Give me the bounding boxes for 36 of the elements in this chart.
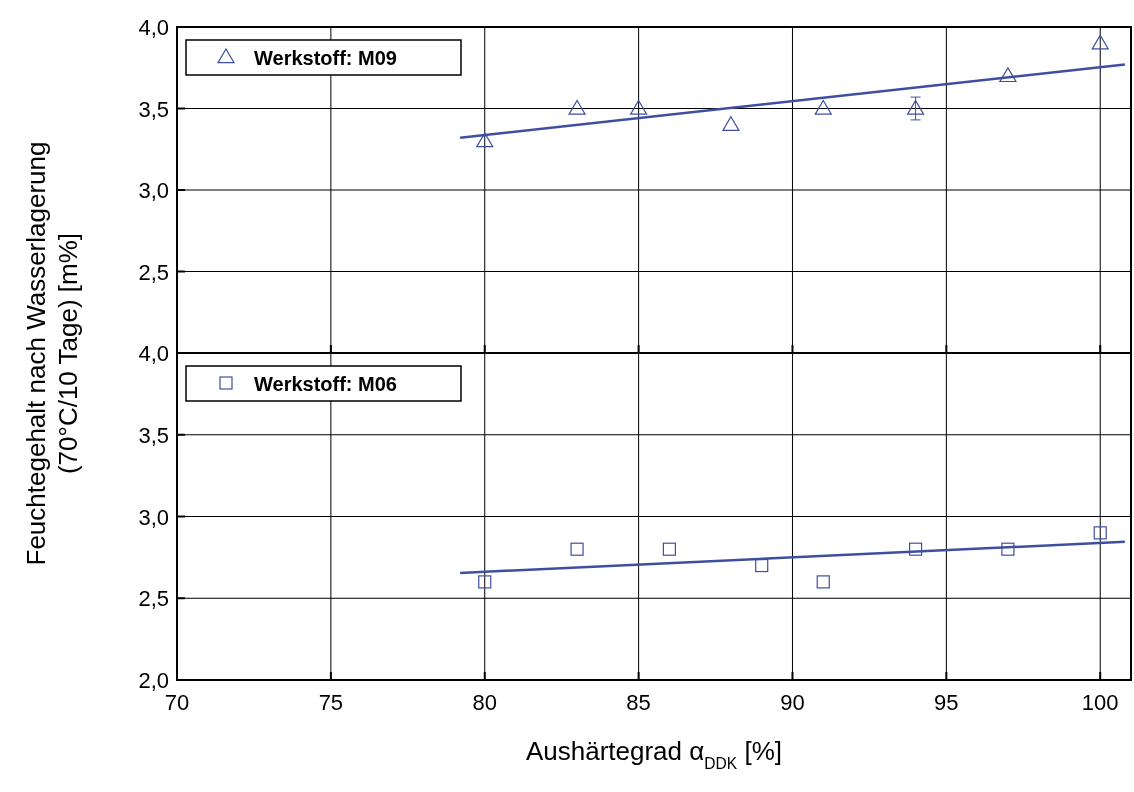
point <box>814 99 832 115</box>
legend-label: Werkstoff: M06 <box>254 373 397 395</box>
y-axis-title: Feuchtegehalt nach Wasserlagerung (70°C/10 Tage) [m%] <box>21 141 83 566</box>
point <box>722 116 740 131</box>
y-tick-label: 3,0 <box>138 178 169 203</box>
legend-label: Werkstoff: M09 <box>254 47 397 69</box>
x-tick-label: 75 <box>318 690 344 715</box>
x-tick-label: 80 <box>472 690 497 715</box>
x-axis-title: Aushärtegrad α$_{DDK}$ [%] <box>525 736 783 772</box>
x-tick-label: 95 <box>934 690 959 715</box>
point <box>478 575 492 589</box>
x-tick-label: 90 <box>780 690 805 715</box>
point <box>906 99 925 115</box>
point <box>908 542 923 556</box>
y-tick-label: 2,5 <box>138 259 169 285</box>
x-tick-label: 70 <box>164 690 190 715</box>
y-tick-label: 4,0 <box>138 341 169 366</box>
point <box>1001 542 1015 556</box>
x-tick-label: 85 <box>626 690 651 715</box>
point <box>999 67 1017 83</box>
y-tick-label: 4,0 <box>138 15 169 40</box>
point <box>630 99 648 115</box>
point <box>755 558 769 573</box>
point <box>816 575 830 589</box>
point <box>1091 34 1109 50</box>
y-tick-label: 3,5 <box>138 96 169 122</box>
point <box>568 99 586 115</box>
point <box>570 542 584 556</box>
y-tick-label: 2,0 <box>138 668 169 693</box>
point <box>662 542 676 556</box>
point <box>1093 526 1107 540</box>
point <box>476 132 494 148</box>
x-tick-label: 100 <box>1081 690 1119 715</box>
y-tick-label: 3,0 <box>138 504 169 530</box>
y-tick-label: 3,5 <box>138 422 169 448</box>
y-tick-label: 2,5 <box>138 586 169 612</box>
